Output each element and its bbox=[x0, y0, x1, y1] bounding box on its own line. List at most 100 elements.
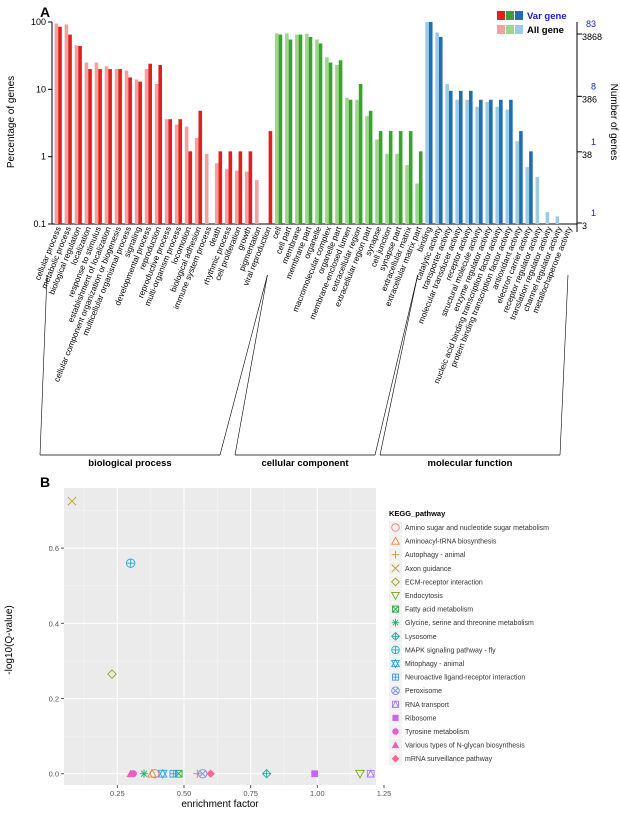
panel-b-legend-box bbox=[384, 488, 612, 785]
bar-all-rhythmic-process bbox=[224, 169, 229, 224]
bar-all-reproduction bbox=[154, 84, 159, 224]
group-label-molecular-function: molecular function bbox=[428, 458, 513, 469]
panel-a-right-axis-label: Number of genes bbox=[608, 84, 619, 161]
legend-label-endocytosis: Endocytosis bbox=[405, 593, 443, 600]
bar-var-membrane-enclosed-lumen bbox=[348, 99, 353, 224]
legend-label-all-gene: All gene bbox=[527, 25, 564, 36]
legend-label-ecm-receptor-interaction: ECM-receptor interaction bbox=[405, 579, 483, 586]
point-mapk-signaling-pathway-fly bbox=[126, 558, 136, 568]
bar-all-developmental-process bbox=[144, 69, 149, 224]
panel-a-right-tick-var: 8 bbox=[591, 81, 596, 91]
bar-var-catalytic-activity bbox=[438, 36, 443, 224]
panel-a-y-tick-label: 100 bbox=[31, 17, 46, 27]
point-neuroactive-ligand-receptor-interaction bbox=[169, 769, 178, 778]
legend-label-various-types-of-n-glycan-biosynthesis: Various types of N-glycan biosynthesis bbox=[405, 743, 525, 750]
group-bracket-left-cellular-component bbox=[234, 274, 268, 456]
group-bracket-left-molecular-function bbox=[379, 274, 419, 456]
legend-label-glycine-serine-and-threonine-metabolism: Glycine, serine and threonine metabolism bbox=[405, 620, 534, 627]
bar-all-receptor-activity bbox=[465, 99, 469, 224]
legend-marker-peroxisome bbox=[391, 686, 400, 695]
bar-var-cellular-component-organization-or-biogenesis bbox=[118, 69, 122, 224]
legend-marker-aminoacyl-trna-biosynthesis bbox=[390, 536, 401, 545]
panel-b-x-axis-label: enrichment factor bbox=[181, 799, 259, 810]
panel-b-y-tick-label: 0.2 bbox=[49, 695, 59, 704]
panel-b-x-tick-label: 1.25 bbox=[377, 789, 392, 798]
legend-swatch-all-gene bbox=[497, 25, 505, 34]
bar-var-developmental-process bbox=[148, 63, 152, 224]
bar-all-antioxidant-activity bbox=[515, 141, 520, 224]
bar-all-response-to-stimulus bbox=[94, 62, 99, 224]
bar-all-molecular-transducer-activity bbox=[455, 99, 459, 224]
bar-var-cell bbox=[278, 34, 283, 224]
bar-var-electron-carrier-activity bbox=[529, 151, 533, 224]
panel-b-x-tick-label: 0.25 bbox=[110, 789, 125, 798]
panel-a-group-labels: biological process cellular component mole… bbox=[39, 274, 569, 469]
panel-a-right-tick-var: 83 bbox=[586, 19, 596, 29]
legend-swatch-var-gene bbox=[497, 11, 505, 20]
bar-var-macromolecular-complex bbox=[328, 62, 333, 224]
legend-label-rna-transport: RNA transport bbox=[405, 702, 449, 709]
bar-all-translation-regulator-activity bbox=[545, 212, 550, 224]
bar-var-reproductive-process bbox=[168, 119, 173, 224]
bar-var-extracellular-region bbox=[358, 84, 363, 224]
legend-marker-endocytosis bbox=[390, 592, 401, 601]
legend-label-peroxisome: Peroxisome bbox=[405, 688, 442, 695]
panel-b-legend: KEGG_pathway Amino sugar and nucleotide s… bbox=[384, 488, 612, 785]
bar-var-enzyme-regulator-activity bbox=[489, 99, 493, 224]
legend-marker-fatty-acid-metabolism bbox=[392, 605, 399, 613]
panel-b-x-tick-label: 1.00 bbox=[310, 789, 325, 798]
bar-all-cell-junction bbox=[385, 153, 389, 224]
bar-all-extracellular-matrix-part bbox=[415, 183, 419, 224]
panel-a-right-tick-all: 386 bbox=[582, 94, 597, 104]
bar-all-reproductive-process bbox=[164, 119, 169, 224]
panel-a-right-tick-var: 1 bbox=[591, 208, 596, 218]
point-glycine-serine-and-threonine-metabolism bbox=[139, 769, 149, 778]
bar-var-multicellular-organismal-process bbox=[128, 77, 132, 224]
bar-all-locomotion bbox=[184, 126, 189, 224]
panel-b-grid bbox=[64, 488, 376, 785]
legend-marker-ecm-receptor-interaction bbox=[391, 577, 400, 587]
legend-key-background bbox=[389, 697, 402, 711]
bar-var-death bbox=[218, 151, 223, 224]
bar-all-binding bbox=[425, 22, 429, 224]
bar-var-synapse bbox=[378, 131, 383, 224]
legend-key-background bbox=[389, 575, 402, 589]
bar-all-cell bbox=[275, 33, 279, 224]
bar-all-membrane-enclosed-lumen bbox=[345, 97, 349, 224]
legend-label-ribosome: Ribosome bbox=[405, 715, 437, 722]
bar-all-biological-adhesion bbox=[194, 137, 199, 224]
bar-var-multi-organism-process bbox=[178, 119, 183, 224]
legend-marker-lysosome bbox=[391, 631, 400, 641]
legend-swatch-var-gene bbox=[515, 11, 523, 20]
bar-all-death bbox=[214, 163, 219, 224]
bar-var-cell-part bbox=[288, 39, 293, 225]
group-bracket-right-molecular-function bbox=[559, 274, 569, 456]
group-bracket-left-biological-process bbox=[39, 274, 48, 456]
bar-var-rhythmic-process bbox=[228, 151, 233, 224]
bar-all-biological-regulation bbox=[74, 45, 79, 224]
panel-a-y-tick-label: 10 bbox=[36, 84, 46, 94]
legend-label-mapk-signaling-pathway-fly: MAPK signaling pathway - fly bbox=[405, 647, 496, 654]
point-mitophagy-animal bbox=[157, 768, 168, 779]
bar-all-protein-binding-transcription-factor-activity bbox=[505, 109, 510, 224]
bar-all-establishment-of-localization bbox=[104, 66, 109, 224]
panel-a-right-tick-var: 1 bbox=[591, 137, 596, 147]
legend-swatch-all-gene bbox=[506, 25, 514, 34]
bar-var-locomotion bbox=[188, 151, 193, 224]
legend-marker-mrna-surveillance-pathway bbox=[391, 754, 400, 763]
bar-all-electron-carrier-activity bbox=[525, 167, 530, 224]
bar-var-antioxidant-activity bbox=[519, 131, 523, 224]
bar-var-membrane-part bbox=[308, 36, 313, 224]
bar-var-synapse-part bbox=[398, 131, 403, 224]
bar-all-extracellular-region-part bbox=[365, 116, 369, 224]
panel-a-y-axis-label: Percentage of genes bbox=[6, 76, 17, 168]
legend-label-axon-guidance: Axon guidance bbox=[405, 566, 451, 573]
bar-var-binding bbox=[428, 22, 433, 224]
point-axon-guidance bbox=[67, 496, 77, 506]
bar-var-cell-junction bbox=[388, 131, 393, 224]
bar-all-transporter-activity bbox=[445, 84, 449, 224]
panel-b-y-axis-label: -log10(Q-value) bbox=[4, 605, 15, 674]
point-rna-transport bbox=[366, 769, 375, 778]
point-mrna-surveillance-pathway bbox=[206, 769, 215, 778]
